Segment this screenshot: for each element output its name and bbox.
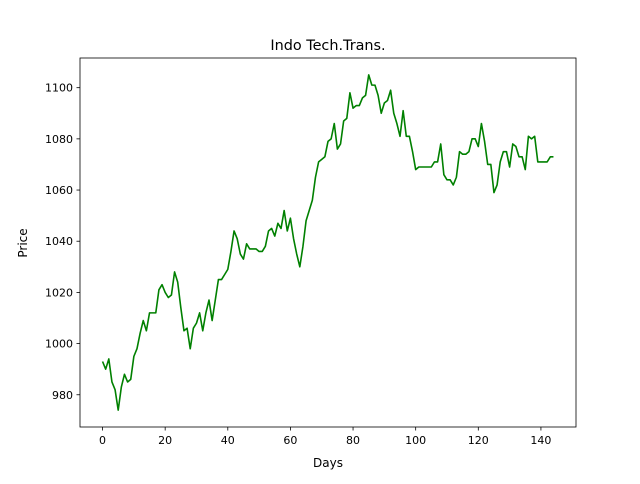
x-tick-label: 100 bbox=[405, 434, 426, 447]
series-layer bbox=[101, 74, 554, 411]
x-axis-label: Days bbox=[313, 456, 343, 470]
y-tick-label: 1100 bbox=[45, 82, 73, 95]
y-axis-label: Price bbox=[16, 228, 30, 257]
y-tick-label: 1000 bbox=[45, 338, 73, 351]
x-tick-label: 80 bbox=[346, 434, 360, 447]
y-tick-label: 1040 bbox=[45, 235, 73, 248]
y-tick-label: 1020 bbox=[45, 286, 73, 299]
x-tick-label: 120 bbox=[468, 434, 489, 447]
y-tick-label: 1060 bbox=[45, 184, 73, 197]
chart-title: Indo Tech.Trans. bbox=[270, 38, 385, 54]
plot-frame bbox=[79, 57, 577, 428]
x-tick-label: 140 bbox=[530, 434, 551, 447]
price-series-line bbox=[101, 74, 554, 411]
x-tick-label: 60 bbox=[283, 434, 297, 447]
y-tick-label: 1080 bbox=[45, 133, 73, 146]
x-tick-label: 40 bbox=[221, 434, 235, 447]
ticks-layer: 0 20 40 60 80 100 120 140 980 1000 1020 1040 1060 108… bbox=[45, 82, 551, 447]
x-tick-label: 20 bbox=[158, 434, 172, 447]
y-tick-label: 980 bbox=[52, 389, 73, 402]
x-tick-label: 0 bbox=[99, 434, 106, 447]
